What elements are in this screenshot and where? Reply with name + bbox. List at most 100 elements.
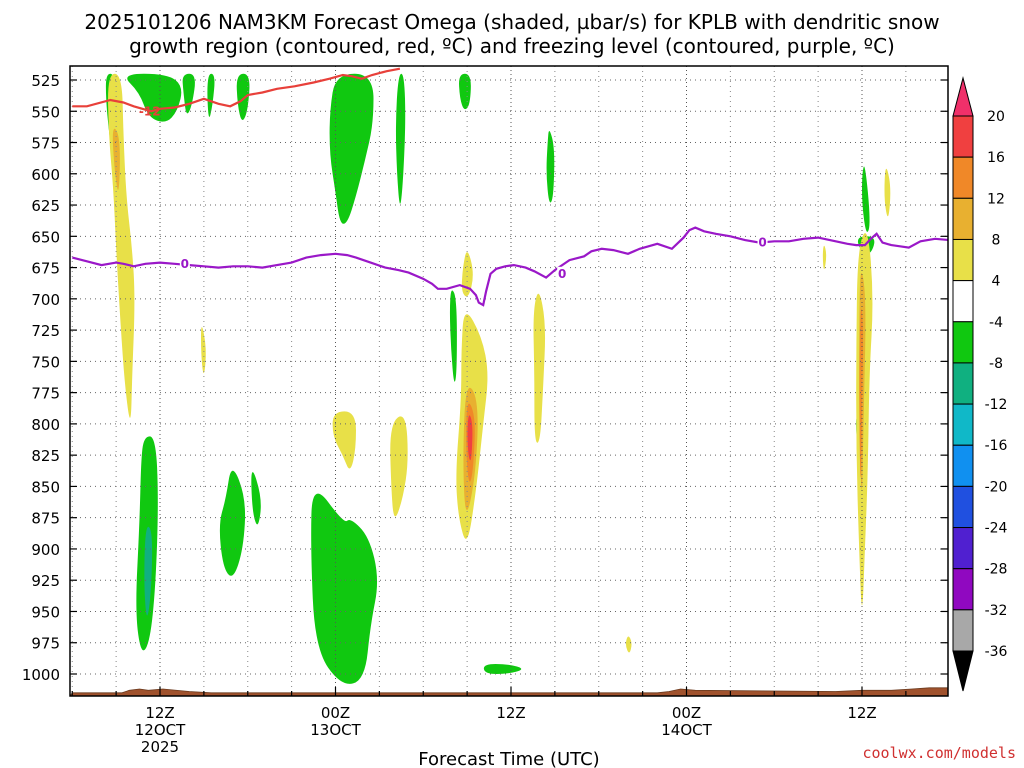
- colorbar-label-6: -8: [989, 356, 1003, 372]
- omega-region-11: [219, 470, 246, 576]
- x-tick-label-1-l2: 13OCT: [310, 721, 361, 739]
- colorbar-swatch-5: [952, 321, 974, 364]
- omega-region-30: [112, 128, 120, 190]
- omega-region-13: [311, 493, 378, 684]
- colorbar-label-1: 16: [987, 150, 1005, 166]
- omega-region-9: [449, 290, 457, 382]
- colorbar-label-9: -20: [985, 479, 1008, 495]
- freezing-label-bg-2: [757, 235, 768, 249]
- y-tick-label-775: 775: [31, 385, 60, 403]
- y-tick-label-925: 925: [31, 572, 60, 590]
- colorbar-label-12: -32: [985, 603, 1008, 619]
- y-tick-label-650: 650: [31, 228, 60, 246]
- colorbar-swatch-4: [952, 280, 974, 323]
- y-tick-label-725: 725: [31, 322, 60, 340]
- x-tick-label-0-l2: 12OCT: [135, 721, 186, 739]
- y-tick-label-675: 675: [31, 260, 60, 278]
- omega-region-12: [251, 472, 261, 525]
- y-tick-label-575: 575: [31, 135, 60, 153]
- colorbar-bottom-arrow: [952, 650, 974, 692]
- x-tick-label-0-l3: 2025: [141, 738, 179, 756]
- x-tick-label-0-l1: 12Z: [145, 704, 174, 722]
- colorbar-swatch-6: [952, 362, 974, 405]
- x-tick-label-4-l1: 12Z: [847, 704, 876, 722]
- colorbar-label-10: -24: [985, 521, 1008, 537]
- omega-region-6: [395, 73, 406, 204]
- y-tick-label-625: 625: [31, 197, 60, 215]
- colorbar-swatch-11: [952, 568, 974, 611]
- plot-area: -12 0 0 0: [70, 66, 948, 696]
- omega-region-8: [546, 131, 555, 203]
- y-tick-label-825: 825: [31, 447, 60, 465]
- chart-title-line-1: 2025101206 NAM3KM Forecast Omega (shaded…: [84, 10, 939, 34]
- y-tick-label-550: 550: [31, 103, 60, 121]
- chart-title-line-2: growth region (contoured, red, ºC) and f…: [129, 34, 895, 58]
- omega-region-3: [207, 73, 215, 117]
- y-tick-label-900: 900: [31, 541, 60, 559]
- x-tick-label-3-l1: 00Z: [672, 704, 701, 722]
- dgz-contour-line: [72, 67, 401, 113]
- omega-region-7: [459, 73, 471, 110]
- y-tick-label-750: 750: [31, 353, 60, 371]
- y-tick-label-525: 525: [31, 72, 60, 90]
- freezing-label-bg-1: [557, 266, 568, 280]
- omega-region-27: [884, 168, 891, 217]
- colorbar-label-0: 20: [987, 109, 1005, 125]
- y-tick-label-1000: 1000: [22, 666, 60, 684]
- freezing-label-bg-0: [179, 256, 190, 270]
- omega-region-4: [236, 73, 250, 121]
- colorbar-swatch-0: [952, 115, 974, 158]
- terrain-fill: [70, 687, 948, 696]
- y-tick-label-975: 975: [31, 635, 60, 653]
- x-tick-label-1-l1: 00Z: [321, 704, 350, 722]
- omega-region-20: [201, 327, 206, 374]
- omega-region-23: [461, 252, 473, 297]
- colorbar-swatch-8: [952, 444, 974, 487]
- freezing-level-line: [72, 226, 948, 307]
- x-axis-label: Forecast Time (UTC): [418, 749, 599, 768]
- freezing-level-label-1: 0: [558, 267, 566, 281]
- colorbar-label-3: 8: [992, 232, 1001, 248]
- colorbar-label-11: -28: [985, 562, 1008, 578]
- y-tick-label-950: 950: [31, 603, 60, 621]
- dgz-contour-label: -12: [139, 104, 161, 118]
- colorbar-swatch-9: [952, 485, 974, 529]
- y-tick-label-800: 800: [31, 416, 60, 434]
- colorbar-swatch-2: [952, 197, 974, 240]
- grid-lines: [70, 66, 948, 696]
- colorbar-top-arrow: [952, 76, 974, 117]
- colorbar-swatch-12: [952, 609, 974, 652]
- colorbar: 20 16 12 8 4 -4 -8 -12 -16 -20 -24 -28 -32 -36: [952, 76, 1008, 692]
- plot-border: [69, 65, 949, 697]
- omega-region-17: [483, 664, 522, 674]
- credit-text: coolwx.com/models: [862, 744, 1016, 762]
- freezing-level-label-0: 0: [181, 257, 189, 271]
- freezing-level-label-2: 0: [758, 236, 766, 250]
- omega-region-14: [862, 166, 870, 232]
- y-tick-label-700: 700: [31, 291, 60, 309]
- omega-region-35: [467, 415, 473, 461]
- colorbar-swatch-10: [952, 527, 974, 570]
- colorbar-swatch-7: [952, 403, 974, 446]
- colorbar-label-13: -36: [985, 644, 1008, 660]
- y-tick-label-600: 600: [31, 166, 60, 184]
- colorbar-label-8: -16: [985, 438, 1008, 454]
- colorbar-label-2: 12: [987, 191, 1005, 207]
- plot-background: [70, 66, 948, 696]
- colorbar-label-4: 4: [992, 274, 1001, 290]
- colorbar-swatch-1: [952, 156, 974, 199]
- x-tick-label-2-l1: 12Z: [496, 704, 525, 722]
- omega-region-21: [332, 411, 356, 469]
- y-axis: 525 550 575 600 625 650 675 700 725 750 775 800 825 8…: [22, 72, 948, 684]
- omega-region-29: [822, 245, 827, 270]
- x-tick-label-3-l2: 14OCT: [661, 721, 712, 739]
- omega-region-26: [625, 636, 632, 653]
- y-tick-label-850: 850: [31, 478, 60, 496]
- omega-region-25: [533, 293, 546, 443]
- y-tick-label-875: 875: [31, 510, 60, 528]
- omega-region-1: [127, 73, 182, 122]
- colorbar-label-7: -12: [985, 397, 1008, 413]
